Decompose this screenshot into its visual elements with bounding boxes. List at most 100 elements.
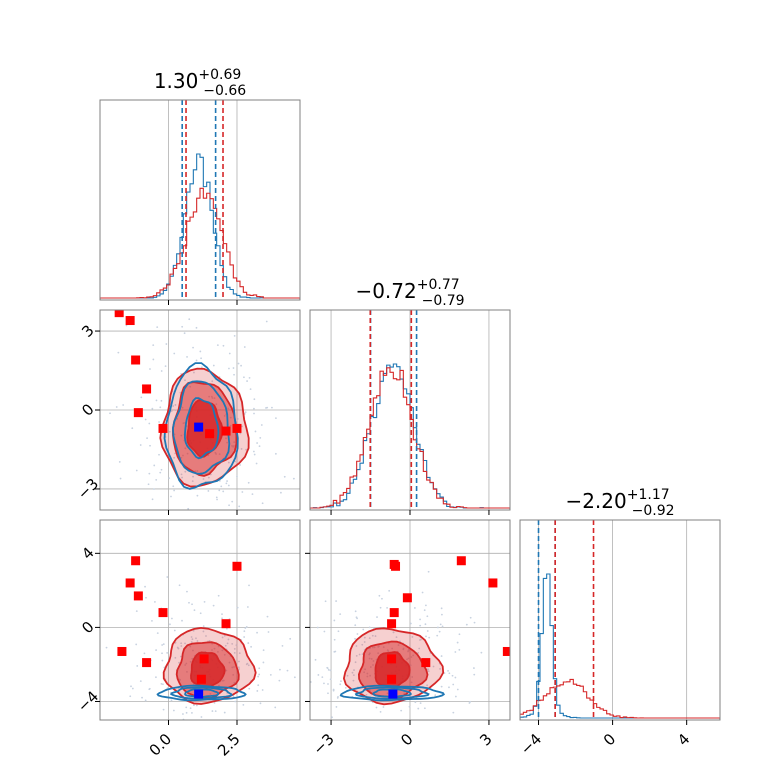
marginal-title-2: −2.20+1.17 −0.92 bbox=[565, 487, 674, 519]
truth-marker bbox=[232, 561, 242, 571]
sample-point bbox=[427, 570, 430, 573]
panel-frame-0-2 bbox=[99, 519, 301, 721]
sample-point bbox=[379, 606, 382, 609]
sample-point bbox=[428, 636, 431, 639]
sample-point bbox=[162, 708, 165, 711]
sample-point bbox=[243, 630, 246, 633]
sample-point bbox=[454, 651, 457, 653]
y-tick-label: −3 bbox=[74, 475, 102, 503]
sample-point bbox=[237, 666, 240, 669]
sample-point bbox=[342, 737, 344, 739]
sample-point bbox=[334, 650, 337, 653]
sample-point bbox=[372, 627, 375, 630]
sample-point bbox=[465, 623, 468, 626]
sample-point bbox=[231, 500, 234, 503]
sample-point bbox=[179, 391, 182, 394]
sample-point bbox=[105, 646, 108, 649]
sample-point bbox=[199, 612, 202, 615]
truth-marker bbox=[387, 674, 397, 684]
sample-point bbox=[473, 621, 476, 624]
sample-point bbox=[427, 670, 430, 673]
sample-point bbox=[379, 710, 382, 713]
sample-point bbox=[141, 696, 143, 699]
sample-point bbox=[160, 370, 163, 372]
sample-point bbox=[207, 490, 210, 492]
sample-point bbox=[371, 634, 374, 637]
sample-point bbox=[216, 523, 218, 525]
sample-point bbox=[195, 637, 197, 640]
sample-point bbox=[131, 687, 134, 690]
truth-marker bbox=[133, 408, 143, 418]
truth-marker bbox=[199, 654, 209, 664]
sample-point bbox=[170, 410, 173, 412]
best-fit-marker bbox=[194, 689, 204, 699]
sample-point bbox=[283, 475, 286, 478]
secondary-contour-line bbox=[169, 686, 233, 700]
sample-point bbox=[333, 619, 336, 622]
sample-point bbox=[426, 615, 429, 618]
truth-marker bbox=[232, 423, 242, 433]
marginal-panel-0 bbox=[100, 100, 300, 300]
sample-point bbox=[236, 418, 239, 420]
sample-point bbox=[143, 652, 146, 655]
sample-point bbox=[160, 399, 163, 402]
sample-point bbox=[353, 669, 355, 671]
sample-point bbox=[244, 411, 247, 413]
sample-point bbox=[223, 711, 226, 714]
sample-point bbox=[154, 601, 156, 603]
sample-point bbox=[173, 352, 176, 355]
sample-point bbox=[280, 491, 282, 494]
sample-point bbox=[186, 356, 188, 358]
sample-point bbox=[247, 481, 250, 484]
sample-point bbox=[248, 687, 251, 690]
sample-point bbox=[115, 406, 118, 408]
sample-point bbox=[293, 676, 296, 679]
sample-point bbox=[388, 589, 391, 592]
sample-point bbox=[184, 379, 186, 382]
sample-point bbox=[195, 704, 198, 707]
sample-point bbox=[226, 642, 229, 645]
sample-point bbox=[223, 634, 226, 637]
sample-point bbox=[473, 673, 476, 676]
sample-point bbox=[327, 668, 330, 671]
sample-point bbox=[344, 686, 347, 689]
sample-point bbox=[148, 472, 151, 475]
sample-point bbox=[186, 590, 188, 593]
sample-point bbox=[237, 362, 240, 365]
sample-point bbox=[166, 652, 169, 654]
sample-point bbox=[221, 617, 223, 620]
sample-point bbox=[147, 483, 150, 486]
sample-point bbox=[130, 685, 132, 688]
sample-point bbox=[238, 668, 241, 670]
panel-0-2 bbox=[100, 520, 300, 720]
sample-point bbox=[139, 680, 142, 682]
sample-point bbox=[191, 638, 194, 641]
sample-point bbox=[355, 645, 358, 647]
sample-point bbox=[233, 652, 236, 654]
sample-point bbox=[214, 710, 217, 713]
sample-point bbox=[354, 624, 357, 627]
sample-point bbox=[363, 641, 366, 643]
primary-contour-line bbox=[190, 651, 226, 690]
sample-point bbox=[222, 490, 225, 493]
sample-point bbox=[109, 412, 111, 415]
sample-point bbox=[216, 498, 218, 501]
sample-point bbox=[239, 528, 241, 530]
sample-point bbox=[362, 628, 365, 631]
sample-point bbox=[169, 528, 171, 530]
sample-point bbox=[176, 646, 179, 649]
sample-point bbox=[327, 683, 329, 685]
sample-point bbox=[259, 436, 262, 439]
sample-point bbox=[152, 358, 155, 361]
sample-point bbox=[196, 494, 199, 497]
sample-point bbox=[335, 706, 338, 708]
sample-point bbox=[179, 655, 182, 658]
sample-point bbox=[439, 668, 441, 670]
sample-point bbox=[256, 690, 259, 692]
sample-point bbox=[227, 545, 229, 547]
sample-point bbox=[148, 687, 151, 690]
sample-point bbox=[224, 644, 227, 647]
sample-point bbox=[239, 464, 242, 466]
sample-point bbox=[419, 618, 421, 621]
sample-point bbox=[208, 558, 210, 560]
